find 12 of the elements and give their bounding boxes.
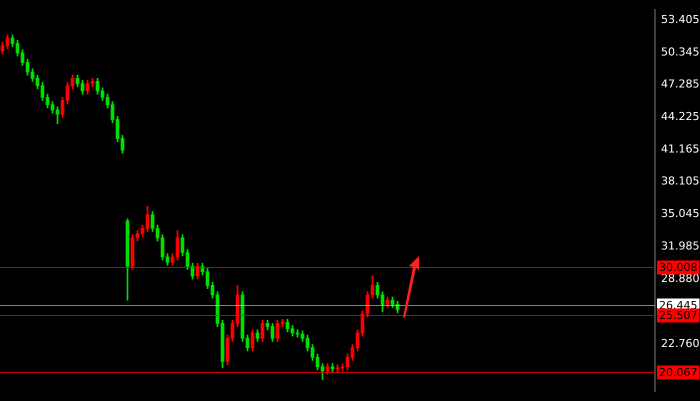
- y-tick-label: 31.985: [661, 239, 700, 252]
- y-tick-label: 44.225: [661, 110, 700, 123]
- y-tick-label: 38.105: [661, 174, 700, 188]
- y-tick-label: 47.285: [661, 78, 700, 91]
- ref-line-label: 30.008: [659, 260, 698, 274]
- y-tick-label: 35.045: [661, 206, 700, 220]
- ref-line-label: 25.507: [659, 308, 698, 322]
- y-tick-label: 22.760: [661, 336, 700, 350]
- ref-line-label: 20.067: [659, 366, 698, 379]
- y-tick-label: 41.165: [661, 142, 700, 156]
- y-tick-label: 50.345: [661, 45, 700, 58]
- y-tick-label: 53.405: [661, 12, 700, 26]
